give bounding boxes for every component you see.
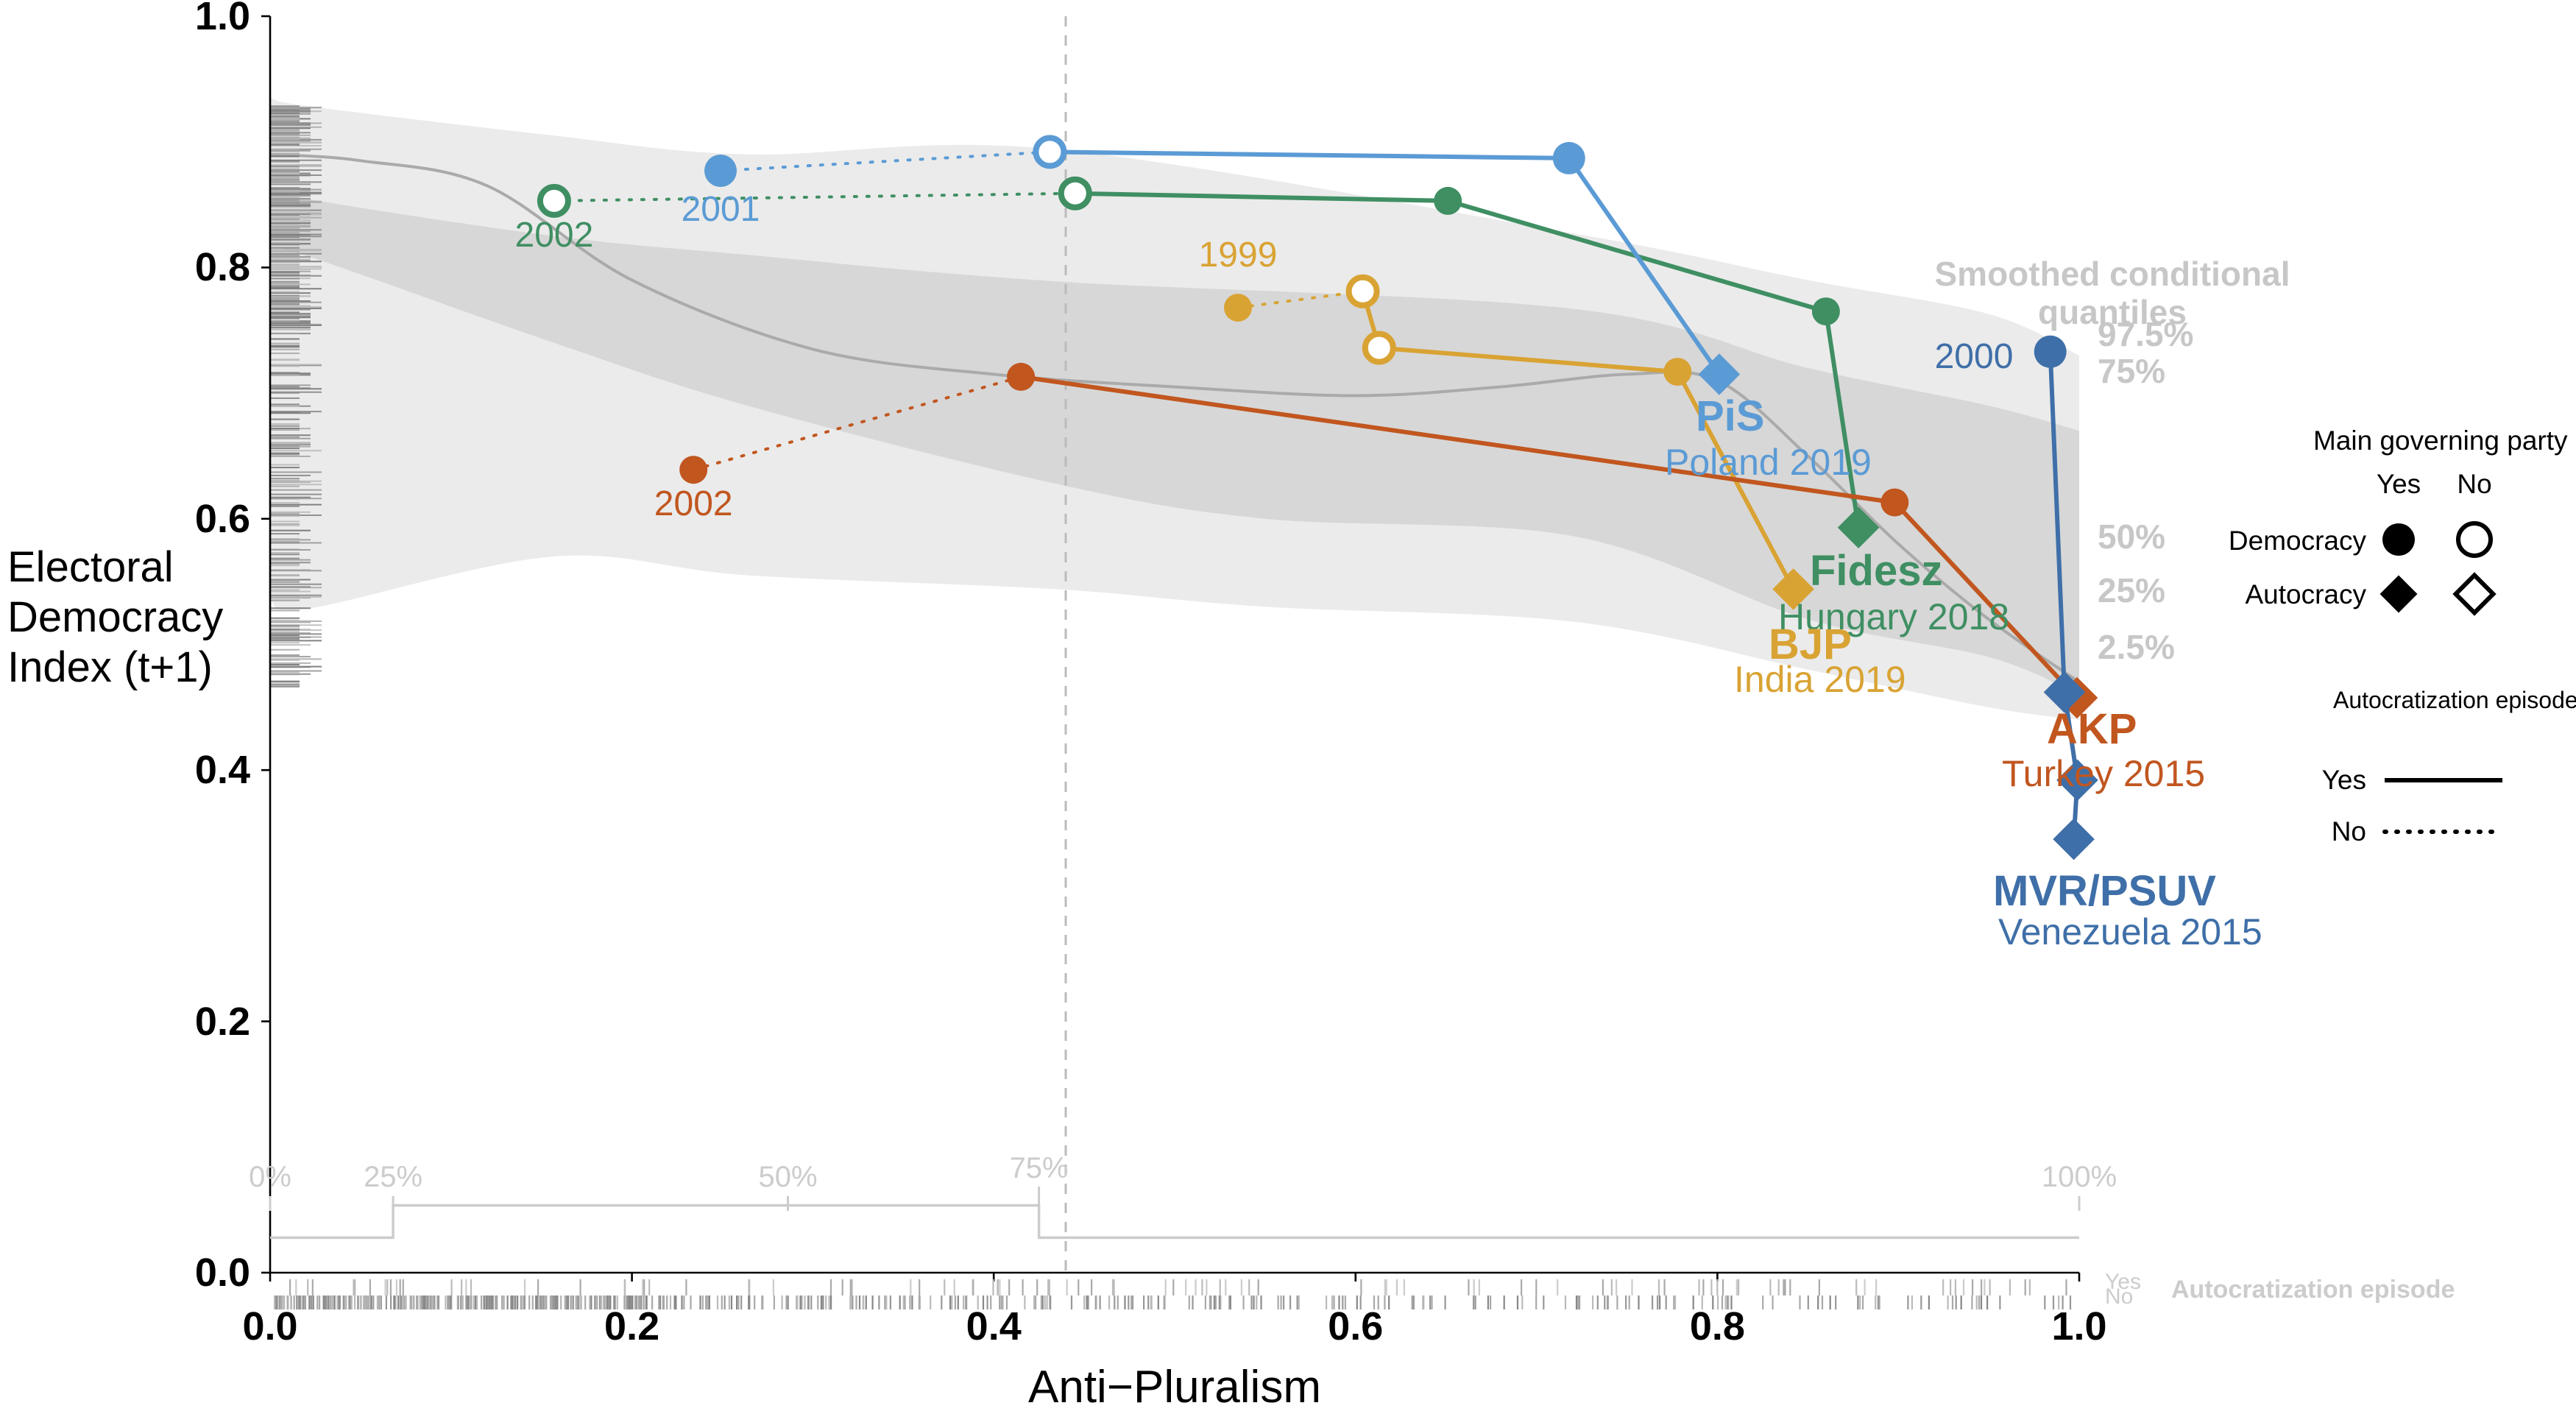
svg-text:India 2019: India 2019	[1734, 659, 1906, 700]
svg-text:75%: 75%	[2098, 352, 2165, 390]
svg-text:0.2: 0.2	[195, 1000, 250, 1044]
svg-text:50%: 50%	[758, 1161, 817, 1193]
svg-text:Democracy: Democracy	[7, 593, 223, 641]
svg-text:Turkey 2015: Turkey 2015	[2002, 753, 2205, 794]
svg-text:Electoral: Electoral	[7, 543, 174, 591]
svg-text:2000: 2000	[1935, 337, 2014, 376]
svg-text:Index (t+1): Index (t+1)	[7, 643, 213, 691]
svg-text:0.4: 0.4	[966, 1304, 1022, 1348]
svg-text:25%: 25%	[364, 1161, 422, 1193]
svg-text:0.6: 0.6	[1328, 1304, 1383, 1348]
svg-text:No: No	[2332, 816, 2366, 846]
svg-text:No: No	[2457, 469, 2491, 499]
svg-text:Yes: Yes	[2322, 765, 2366, 795]
svg-text:Autocratization episode: Autocratization episode	[2171, 1276, 2455, 1304]
svg-text:2001: 2001	[682, 190, 760, 229]
svg-text:AKP: AKP	[2047, 705, 2137, 753]
svg-text:PiS: PiS	[1696, 392, 1765, 440]
svg-text:No: No	[2105, 1284, 2133, 1309]
svg-text:1.0: 1.0	[2051, 1304, 2106, 1348]
svg-text:0.0: 0.0	[195, 1251, 250, 1295]
svg-text:100%: 100%	[2042, 1161, 2117, 1193]
svg-text:0.0: 0.0	[242, 1304, 297, 1348]
svg-text:0.2: 0.2	[604, 1304, 659, 1348]
svg-text:Autocratization episode: Autocratization episode	[2333, 687, 2576, 713]
svg-text:0.8: 0.8	[195, 245, 250, 289]
svg-text:Main governing party: Main governing party	[2313, 425, 2568, 456]
svg-text:97.5%: 97.5%	[2098, 315, 2193, 353]
svg-text:0%: 0%	[249, 1161, 291, 1193]
svg-text:25%: 25%	[2098, 571, 2165, 609]
svg-text:0.4: 0.4	[195, 748, 250, 792]
svg-text:Smoothed conditional: Smoothed conditional	[1935, 255, 2290, 293]
svg-text:1999: 1999	[1199, 236, 1278, 275]
svg-text:2.5%: 2.5%	[2098, 628, 2175, 666]
svg-text:MVR/PSUV: MVR/PSUV	[1993, 867, 2216, 915]
svg-text:0.8: 0.8	[1690, 1304, 1745, 1348]
svg-text:Poland 2019: Poland 2019	[1665, 442, 1872, 483]
svg-text:Yes: Yes	[2377, 469, 2421, 499]
svg-text:Venezuela 2015: Venezuela 2015	[1998, 911, 2262, 952]
svg-text:Democracy: Democracy	[2229, 526, 2367, 556]
svg-text:Autocracy: Autocracy	[2245, 579, 2366, 609]
svg-text:50%: 50%	[2098, 517, 2165, 556]
svg-text:0.6: 0.6	[195, 497, 250, 541]
svg-text:75%: 75%	[1010, 1152, 1069, 1184]
svg-text:1.0: 1.0	[195, 0, 250, 38]
svg-text:Anti−Pluralism: Anti−Pluralism	[1028, 1362, 1321, 1413]
svg-text:Fidesz: Fidesz	[1810, 547, 1943, 595]
svg-text:2002: 2002	[515, 216, 594, 255]
svg-text:2002: 2002	[654, 484, 733, 523]
